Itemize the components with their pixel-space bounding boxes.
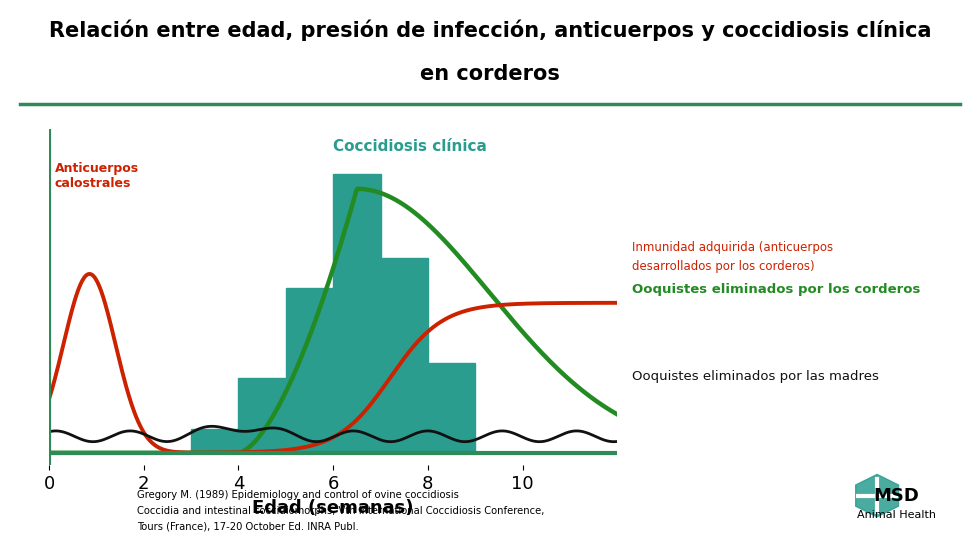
- X-axis label: Edad (semanas): Edad (semanas): [253, 500, 414, 517]
- Polygon shape: [856, 474, 899, 517]
- Text: Relación entre edad, presión de infección, anticuerpos y coccidiosis clínica: Relación entre edad, presión de infecció…: [49, 20, 931, 41]
- Text: desarrollados por los corderos): desarrollados por los corderos): [632, 260, 814, 273]
- Text: en corderos: en corderos: [420, 64, 560, 85]
- Text: Tours (France), 17-20 October Ed. INRA Publ.: Tours (France), 17-20 October Ed. INRA P…: [137, 521, 359, 531]
- Text: Gregory M. (1989) Epidemiology and control of ovine coccidiosis: Gregory M. (1989) Epidemiology and contr…: [137, 490, 459, 500]
- Bar: [191, 429, 238, 453]
- Text: Anticuerpos
calostrales: Anticuerpos calostrales: [55, 162, 139, 190]
- Text: Ooquistes eliminados por los corderos: Ooquistes eliminados por los corderos: [632, 283, 920, 296]
- Text: Inmunidad adquirida (anticuerpos: Inmunidad adquirida (anticuerpos: [632, 241, 833, 254]
- Text: MSD: MSD: [874, 487, 919, 505]
- Bar: [380, 258, 428, 453]
- Bar: [333, 174, 380, 453]
- Text: Ooquistes eliminados por las madres: Ooquistes eliminados por las madres: [632, 370, 879, 382]
- Text: Coccidiosis clínica: Coccidiosis clínica: [333, 139, 487, 154]
- Text: Coccidia and intestinal coccidiomorphs, Vth International Coccidiosis Conference: Coccidia and intestinal coccidiomorphs, …: [137, 506, 545, 516]
- Bar: [428, 363, 475, 453]
- Bar: [238, 378, 286, 453]
- Bar: [286, 288, 333, 453]
- Text: Animal Health: Animal Health: [858, 510, 936, 520]
